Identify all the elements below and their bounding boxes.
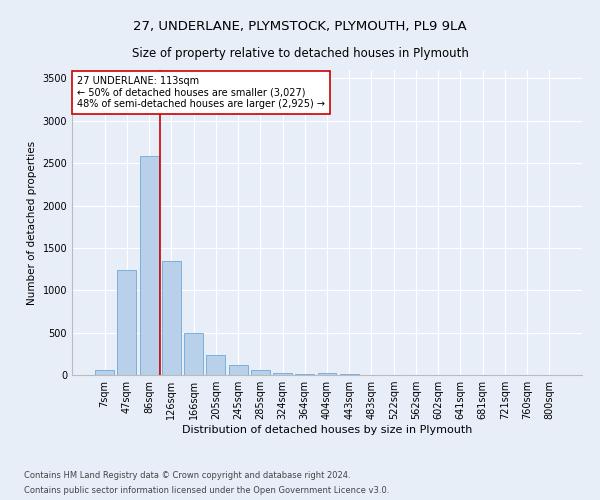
Y-axis label: Number of detached properties: Number of detached properties — [27, 140, 37, 304]
Bar — [140, 156, 158, 375]
Bar — [273, 373, 292, 375]
Text: Size of property relative to detached houses in Plymouth: Size of property relative to detached ho… — [131, 48, 469, 60]
X-axis label: Distribution of detached houses by size in Plymouth: Distribution of detached houses by size … — [182, 425, 472, 435]
Bar — [229, 366, 248, 375]
Bar — [251, 370, 270, 375]
Text: Contains HM Land Registry data © Crown copyright and database right 2024.: Contains HM Land Registry data © Crown c… — [24, 471, 350, 480]
Bar — [95, 370, 114, 375]
Text: 27, UNDERLANE, PLYMSTOCK, PLYMOUTH, PL9 9LA: 27, UNDERLANE, PLYMSTOCK, PLYMOUTH, PL9 … — [133, 20, 467, 33]
Bar — [162, 262, 181, 375]
Text: Contains public sector information licensed under the Open Government Licence v3: Contains public sector information licen… — [24, 486, 389, 495]
Bar — [118, 270, 136, 375]
Bar — [184, 332, 203, 375]
Bar — [317, 374, 337, 375]
Bar — [340, 374, 359, 375]
Bar — [295, 374, 314, 375]
Bar — [206, 355, 225, 375]
Text: 27 UNDERLANE: 113sqm
← 50% of detached houses are smaller (3,027)
48% of semi-de: 27 UNDERLANE: 113sqm ← 50% of detached h… — [77, 76, 325, 110]
